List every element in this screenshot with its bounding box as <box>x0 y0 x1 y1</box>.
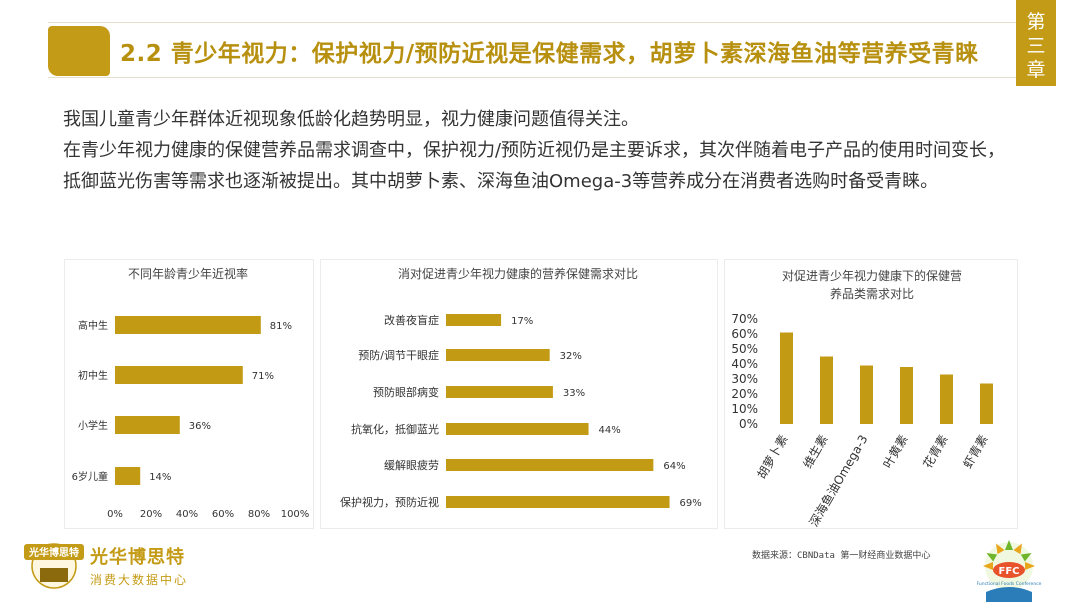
brand-subtitle: 消费大数据中心 <box>90 573 189 587</box>
body-text: 我国儿童青少年群体近视现象低龄化趋势明显，视力健康问题值得关注。 在青少年视力健… <box>63 104 1023 197</box>
brand-name: 光华博思特 <box>90 547 185 568</box>
chart-panel-needs <box>320 259 718 529</box>
title-accent-block <box>48 26 110 76</box>
paragraph: 我国儿童青少年群体近视现象低龄化趋势明显，视力健康问题值得关注。 <box>63 109 639 130</box>
ffc-subtitle: Functional Foods Conference <box>977 581 1042 587</box>
logo-text: 光华博思特 <box>28 546 79 559</box>
chapter-char: 三 <box>1026 35 1046 57</box>
ffc-logo: FFC Functional Foods Conference <box>974 536 1044 604</box>
paragraph: 在青少年视力健康的保健营养品需求调查中，保护视力/预防近视仍是主要诉求，其次伴随… <box>63 140 1006 192</box>
ffc-text: FFC <box>998 566 1019 577</box>
chapter-char: 第 <box>1026 11 1046 33</box>
brand-block: 光华博思特 消费大数据中心 <box>90 543 188 588</box>
title-bar <box>48 22 1018 78</box>
page-title: 2.2 青少年视力：保护视力/预防近视是保健需求，胡萝卜素深海鱼油等营养受青睐 <box>120 41 979 67</box>
chart-panel-age <box>64 259 314 529</box>
brand-logo: 光华博思特 <box>14 538 94 590</box>
chart-panel-categories <box>724 259 1018 529</box>
data-source: 数据来源：CBNData 第一财经商业数据中心 <box>752 551 931 561</box>
chapter-tab: 第 三 章 <box>1016 0 1056 86</box>
chapter-char: 章 <box>1026 59 1046 81</box>
